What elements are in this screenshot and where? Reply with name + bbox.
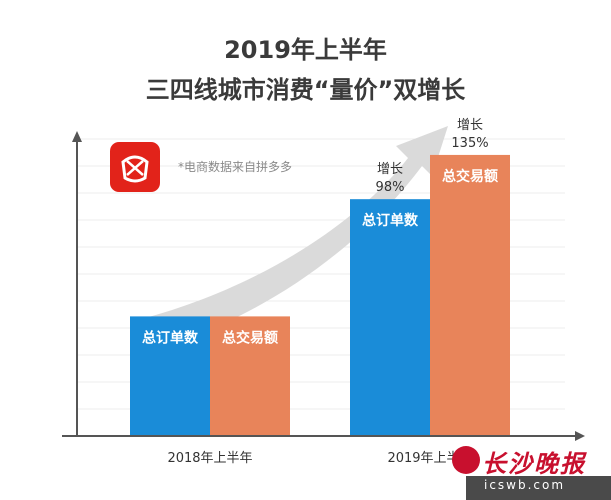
axes: 2018年上半年 2019年上半年 [62,131,585,466]
growth-label: 增长 [457,118,483,133]
data-source-note: *电商数据来自拼多多 [178,160,293,174]
chart-title: 2019年上半年 [224,36,387,64]
pinduoduo-logo [110,142,160,192]
pinduoduo-logo-icon [121,155,149,183]
bar-label: 总交易额 [222,329,278,346]
bar [430,154,510,436]
bar [210,316,290,436]
x-tick-label: 2019年上半年 [387,451,472,466]
watermark-text: 长沙晚报 [482,449,586,478]
bar [130,316,210,436]
bar-label: 总交易额 [442,168,498,185]
bar-label: 总订单数 [142,329,199,346]
x-axis-arrow [575,431,585,441]
watermark-logo [452,446,611,500]
chart-subtitle: 三四线城市消费“量价”双增长 [145,76,466,104]
growth-label: 增长 [377,162,403,177]
watermark-url: icswb.com [484,478,566,492]
growth-value: 135% [451,136,488,151]
y-axis-arrow [72,131,82,142]
bar [350,199,430,436]
x-tick-label: 2018年上半年 [167,451,252,466]
bar-label: 总订单数 [362,212,419,229]
growth-value: 98% [376,180,405,195]
